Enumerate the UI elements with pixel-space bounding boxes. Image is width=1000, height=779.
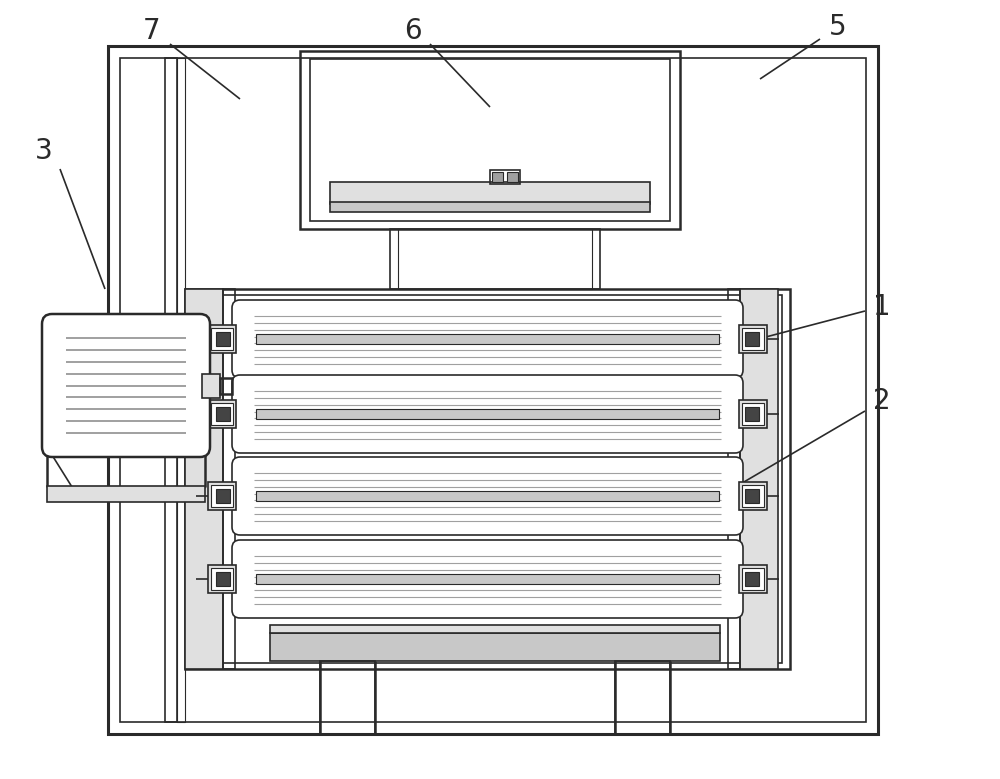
Bar	[165, 58, 177, 722]
Bar	[108, 46, 878, 734]
Bar	[208, 325, 236, 353]
Bar	[742, 328, 764, 350]
Text: 5: 5	[829, 13, 847, 41]
Bar	[177, 58, 185, 722]
Text: 7: 7	[143, 17, 161, 45]
Bar	[728, 289, 740, 669]
Bar	[211, 568, 233, 590]
Bar	[256, 491, 719, 501]
Bar	[310, 59, 670, 221]
Bar	[739, 325, 767, 353]
Bar	[507, 172, 518, 182]
Bar	[742, 568, 764, 590]
Bar	[745, 489, 759, 503]
Bar	[223, 289, 235, 669]
Text: 1: 1	[873, 293, 891, 321]
Bar	[120, 58, 866, 722]
Bar	[492, 172, 503, 182]
Bar	[742, 485, 764, 507]
Bar	[739, 482, 767, 510]
Bar	[490, 170, 520, 184]
Bar	[216, 572, 230, 586]
Bar	[216, 489, 230, 503]
Bar	[220, 378, 232, 393]
Bar	[256, 574, 719, 584]
FancyBboxPatch shape	[42, 314, 210, 457]
Bar	[185, 289, 790, 669]
Polygon shape	[47, 447, 77, 487]
Bar	[208, 482, 236, 510]
Bar	[211, 403, 233, 425]
FancyBboxPatch shape	[232, 540, 743, 618]
Bar	[330, 202, 650, 212]
Bar	[745, 572, 759, 586]
FancyBboxPatch shape	[232, 375, 743, 453]
Bar	[216, 332, 230, 346]
Bar	[742, 403, 764, 425]
Bar	[211, 328, 233, 350]
Bar	[47, 486, 205, 502]
Bar	[390, 229, 600, 289]
Text: 6: 6	[404, 17, 422, 45]
Text: 2: 2	[873, 387, 891, 415]
Bar	[615, 661, 670, 734]
FancyBboxPatch shape	[232, 457, 743, 535]
Text: 3: 3	[35, 137, 53, 165]
Bar	[330, 182, 650, 204]
Bar	[739, 565, 767, 593]
Bar	[270, 633, 720, 661]
Bar	[739, 400, 767, 428]
Bar	[398, 229, 592, 289]
FancyBboxPatch shape	[232, 300, 743, 378]
Bar	[740, 289, 778, 669]
Bar	[216, 407, 230, 421]
Bar	[193, 295, 782, 663]
Bar	[300, 51, 680, 229]
Bar	[185, 289, 223, 669]
Bar	[202, 373, 220, 397]
Bar	[320, 661, 375, 734]
Bar	[256, 334, 719, 344]
Bar	[211, 485, 233, 507]
Bar	[256, 409, 719, 419]
Bar	[745, 332, 759, 346]
Bar	[208, 565, 236, 593]
Bar	[270, 625, 720, 633]
Bar	[745, 407, 759, 421]
Bar	[208, 400, 236, 428]
